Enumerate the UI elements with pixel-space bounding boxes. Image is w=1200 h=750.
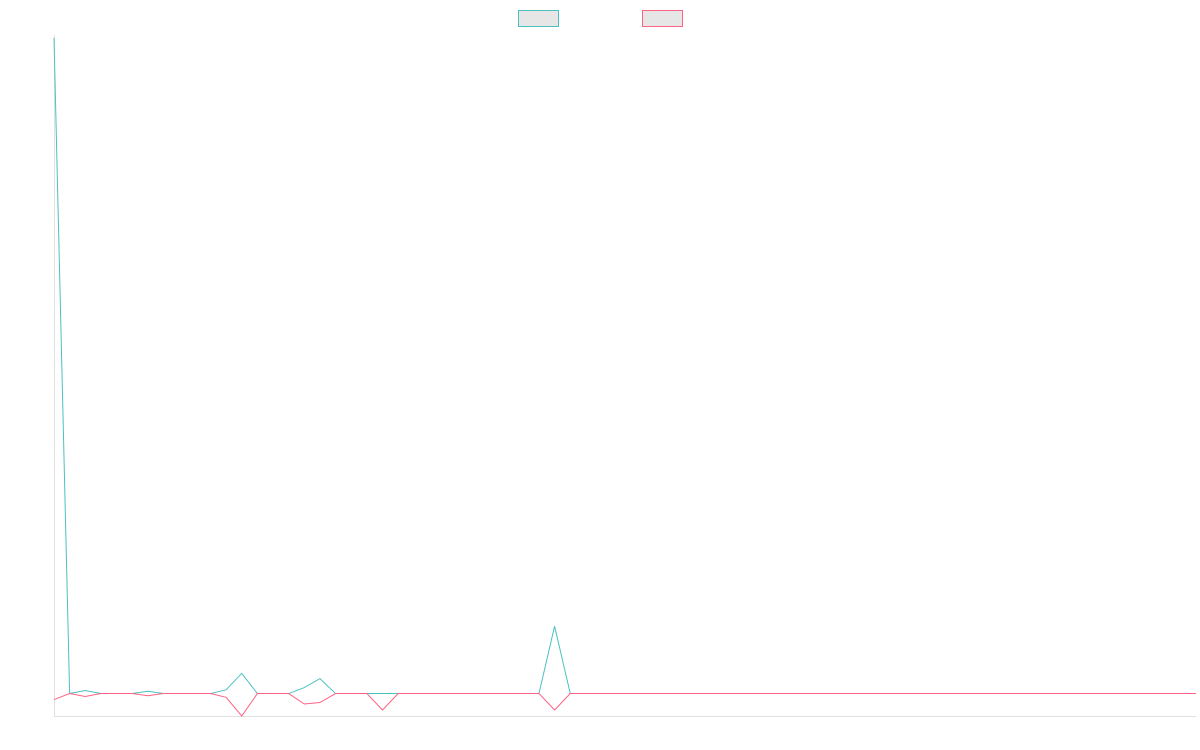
legend: [518, 10, 683, 27]
series-layer: [53, 37, 1196, 717]
legend-swatch-2[interactable]: [642, 10, 683, 27]
legend-swatch-1[interactable]: [518, 10, 559, 27]
series-line-1: [53, 37, 1196, 695]
series-line-2: [53, 693, 1196, 717]
